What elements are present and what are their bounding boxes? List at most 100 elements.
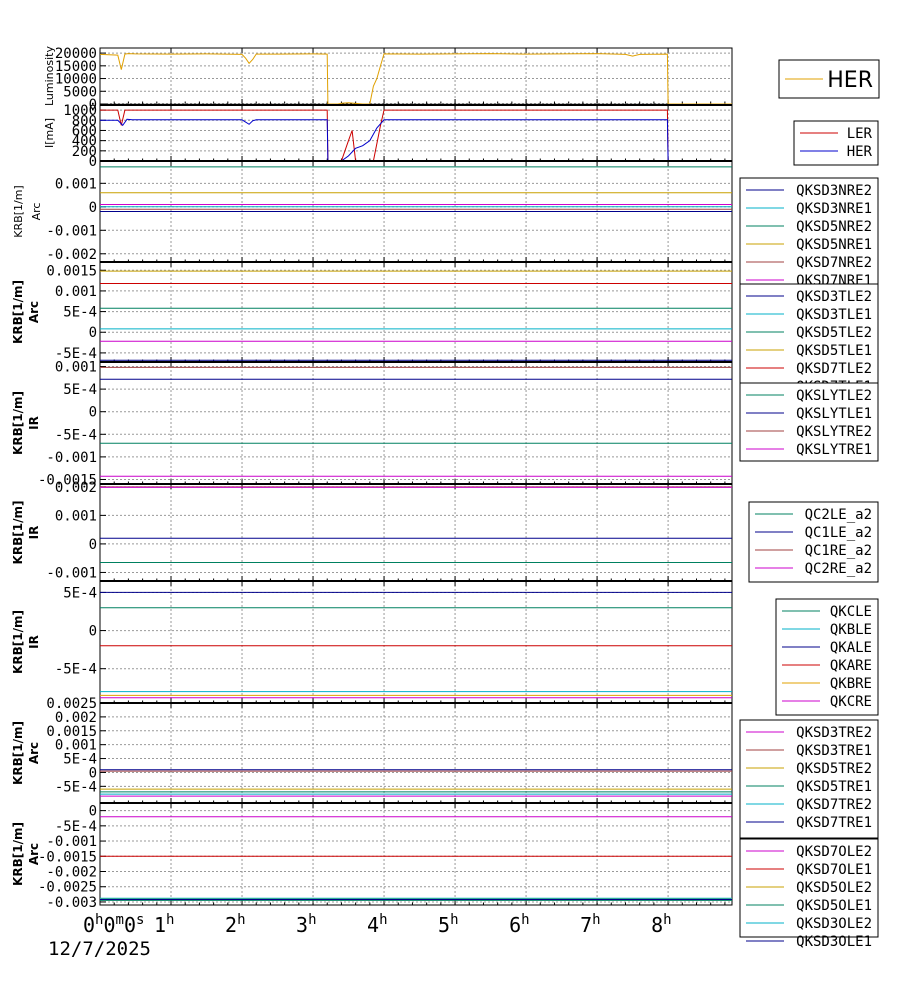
y-tick-label: 5E-4 <box>63 752 97 768</box>
panel-7: -5E-4 0 5E-4 KRB[1/m] IR QKCLE QKBLE QKALE QKARE… <box>11 580 879 716</box>
y-tick-label: 0 <box>89 154 97 170</box>
y-tick-label: 5E-4 <box>63 305 97 321</box>
y-axis-label: Luminosity <box>43 46 56 106</box>
legend-label: QKSD7NRE2 <box>796 255 872 271</box>
legend: QKSD7OLE2 QKSD7OLE1 QKSD5OLE2 QKSD5OLE1 QKSD… <box>739 838 879 950</box>
legend-label: QC2LE_a2 <box>805 507 872 523</box>
y-tick-label: 0 <box>89 804 97 820</box>
y-tick-label: -0.001 <box>46 223 97 239</box>
y-axis-label: KRB[1/m] <box>12 185 25 237</box>
y-tick-label: 5E-4 <box>63 382 97 398</box>
plot-frame <box>99 580 733 704</box>
legend-label: QKSD5NRE2 <box>796 219 872 235</box>
y-tick-label: 0.001 <box>55 508 97 524</box>
legend-label: QKSD3OLE1 <box>796 934 872 950</box>
legend-label: QKCLE <box>830 604 872 620</box>
legend-box <box>739 177 879 293</box>
series-line-ler <box>100 109 732 162</box>
legend: QKSD3TLE2 QKSD3TLE1 QKSD5TLE2 QKSD5TLE1 QKSD… <box>739 283 879 399</box>
x-tick-label: 7h <box>580 912 600 937</box>
y-tick-label: 0.001 <box>55 360 97 376</box>
legend-box <box>739 382 879 462</box>
y-tick-label: -5E-4 <box>55 779 97 795</box>
plot-frame <box>99 483 733 582</box>
legend-label: QKSLYTRE1 <box>796 442 872 458</box>
panel-5: -0.0015 -0.001 -5E-4 0 5E-4 0.001 KRB[1/m] IR QK… <box>11 360 879 488</box>
legend-box <box>739 719 879 839</box>
y-tick-label: -5E-4 <box>55 819 97 835</box>
y-tick-label: 0 <box>89 624 97 640</box>
legend-label: QKARE <box>830 658 872 674</box>
y-tick-label: -0.001 <box>46 565 97 581</box>
legend: QKCLE QKBLE QKALE QKARE QKBRE QKCRE <box>775 598 879 716</box>
x-tick-label: 8h <box>651 912 671 937</box>
legend-box <box>739 283 879 399</box>
panel-6: -0.001 0 0.001 0.002 KRB[1/m] IR QC2LE_a2 QC1LE… <box>11 480 879 583</box>
date-label: 12/7/2025 <box>48 938 151 960</box>
y-tick-label: -5E-4 <box>55 427 97 443</box>
legend-label: QKSD7TRE1 <box>796 815 872 831</box>
y-axis-label: KRB[1/m] <box>11 280 25 344</box>
legend-label: QKALE <box>830 640 872 656</box>
y-tick-label: 400 <box>72 134 97 150</box>
y-tick-label: -0.0015 <box>38 472 97 488</box>
y-tick-label: 0.0015 <box>46 724 97 740</box>
legend-box <box>793 120 879 166</box>
legend-label: QKSD3NRE1 <box>796 201 872 217</box>
x-tick-label: 4h <box>367 912 387 937</box>
y-axis-label-secondary: IR <box>27 635 41 649</box>
legend-label: HER <box>827 68 873 93</box>
y-tick-label: 5000 <box>63 84 97 100</box>
plot-frame <box>99 702 733 804</box>
y-tick-label: -0.002 <box>46 865 97 881</box>
y-tick-label: 5E-4 <box>63 585 97 601</box>
y-tick-label: 0.0025 <box>46 696 97 712</box>
legend-label: QKSD5TRE2 <box>796 761 872 777</box>
legend: QKSD3NRE2 QKSD3NRE1 QKSD5NRE2 QKSD5NRE1 QKSD… <box>739 177 879 293</box>
legend-label: QKSD3TLE2 <box>796 289 872 305</box>
x-tick-label: 5h <box>438 912 458 937</box>
legend-label: QKSLYTRE2 <box>796 424 872 440</box>
legend-box <box>775 598 879 716</box>
y-axis-label-secondary: Arc <box>27 742 41 764</box>
legend-label: QKSD3NRE2 <box>796 183 872 199</box>
legend-label: HER <box>847 144 873 160</box>
legend-box <box>748 501 879 583</box>
y-axis-label-secondary: IR <box>27 526 41 540</box>
legend-label: QKSD5OLE2 <box>796 880 872 896</box>
plot-frame <box>99 802 733 906</box>
legend-label: QKSD7OLE2 <box>796 844 872 860</box>
legend-label: QKSD5NRE1 <box>796 237 872 253</box>
legend-label: QKSD3TLE1 <box>796 307 872 323</box>
y-axis-label: KRB[1/m] <box>11 610 25 674</box>
x-tick-label: 2h <box>225 912 245 937</box>
series-line-her <box>99 53 732 105</box>
y-tick-label: 0.001 <box>55 176 97 192</box>
y-tick-label: 10000 <box>55 72 97 88</box>
legend-label: QKSD7OLE1 <box>796 862 872 878</box>
legend-label: QKSD3TRE1 <box>796 743 872 759</box>
y-tick-label: -0.0015 <box>38 849 97 865</box>
plot-frame <box>99 104 733 162</box>
y-tick-label: 20000 <box>55 46 97 62</box>
legend-label: QKSLYTLE2 <box>796 388 872 404</box>
legend-label: LER <box>847 126 873 142</box>
y-axis-label-secondary: IR <box>27 416 41 430</box>
y-tick-label: 200 <box>72 144 97 160</box>
x-tick-label: 1h <box>154 912 174 937</box>
y-tick-label: 15000 <box>55 59 97 75</box>
y-axis-label: KRB[1/m] <box>11 721 25 785</box>
y-tick-label: 0 <box>89 537 97 553</box>
y-tick-label: 0 <box>89 325 97 341</box>
y-tick-label: -0.0025 <box>38 880 97 896</box>
legend: HER <box>778 59 880 99</box>
y-axis-label: KRB[1/m] <box>11 822 25 886</box>
plot-frame <box>99 47 733 105</box>
x-tick-label: 6h <box>509 912 529 937</box>
y-tick-label: 0.002 <box>55 480 97 496</box>
y-tick-label: 0.001 <box>55 284 97 300</box>
y-axis-label: KRB[1/m] <box>11 501 25 565</box>
legend-label: QKSLYTLE1 <box>796 406 872 422</box>
